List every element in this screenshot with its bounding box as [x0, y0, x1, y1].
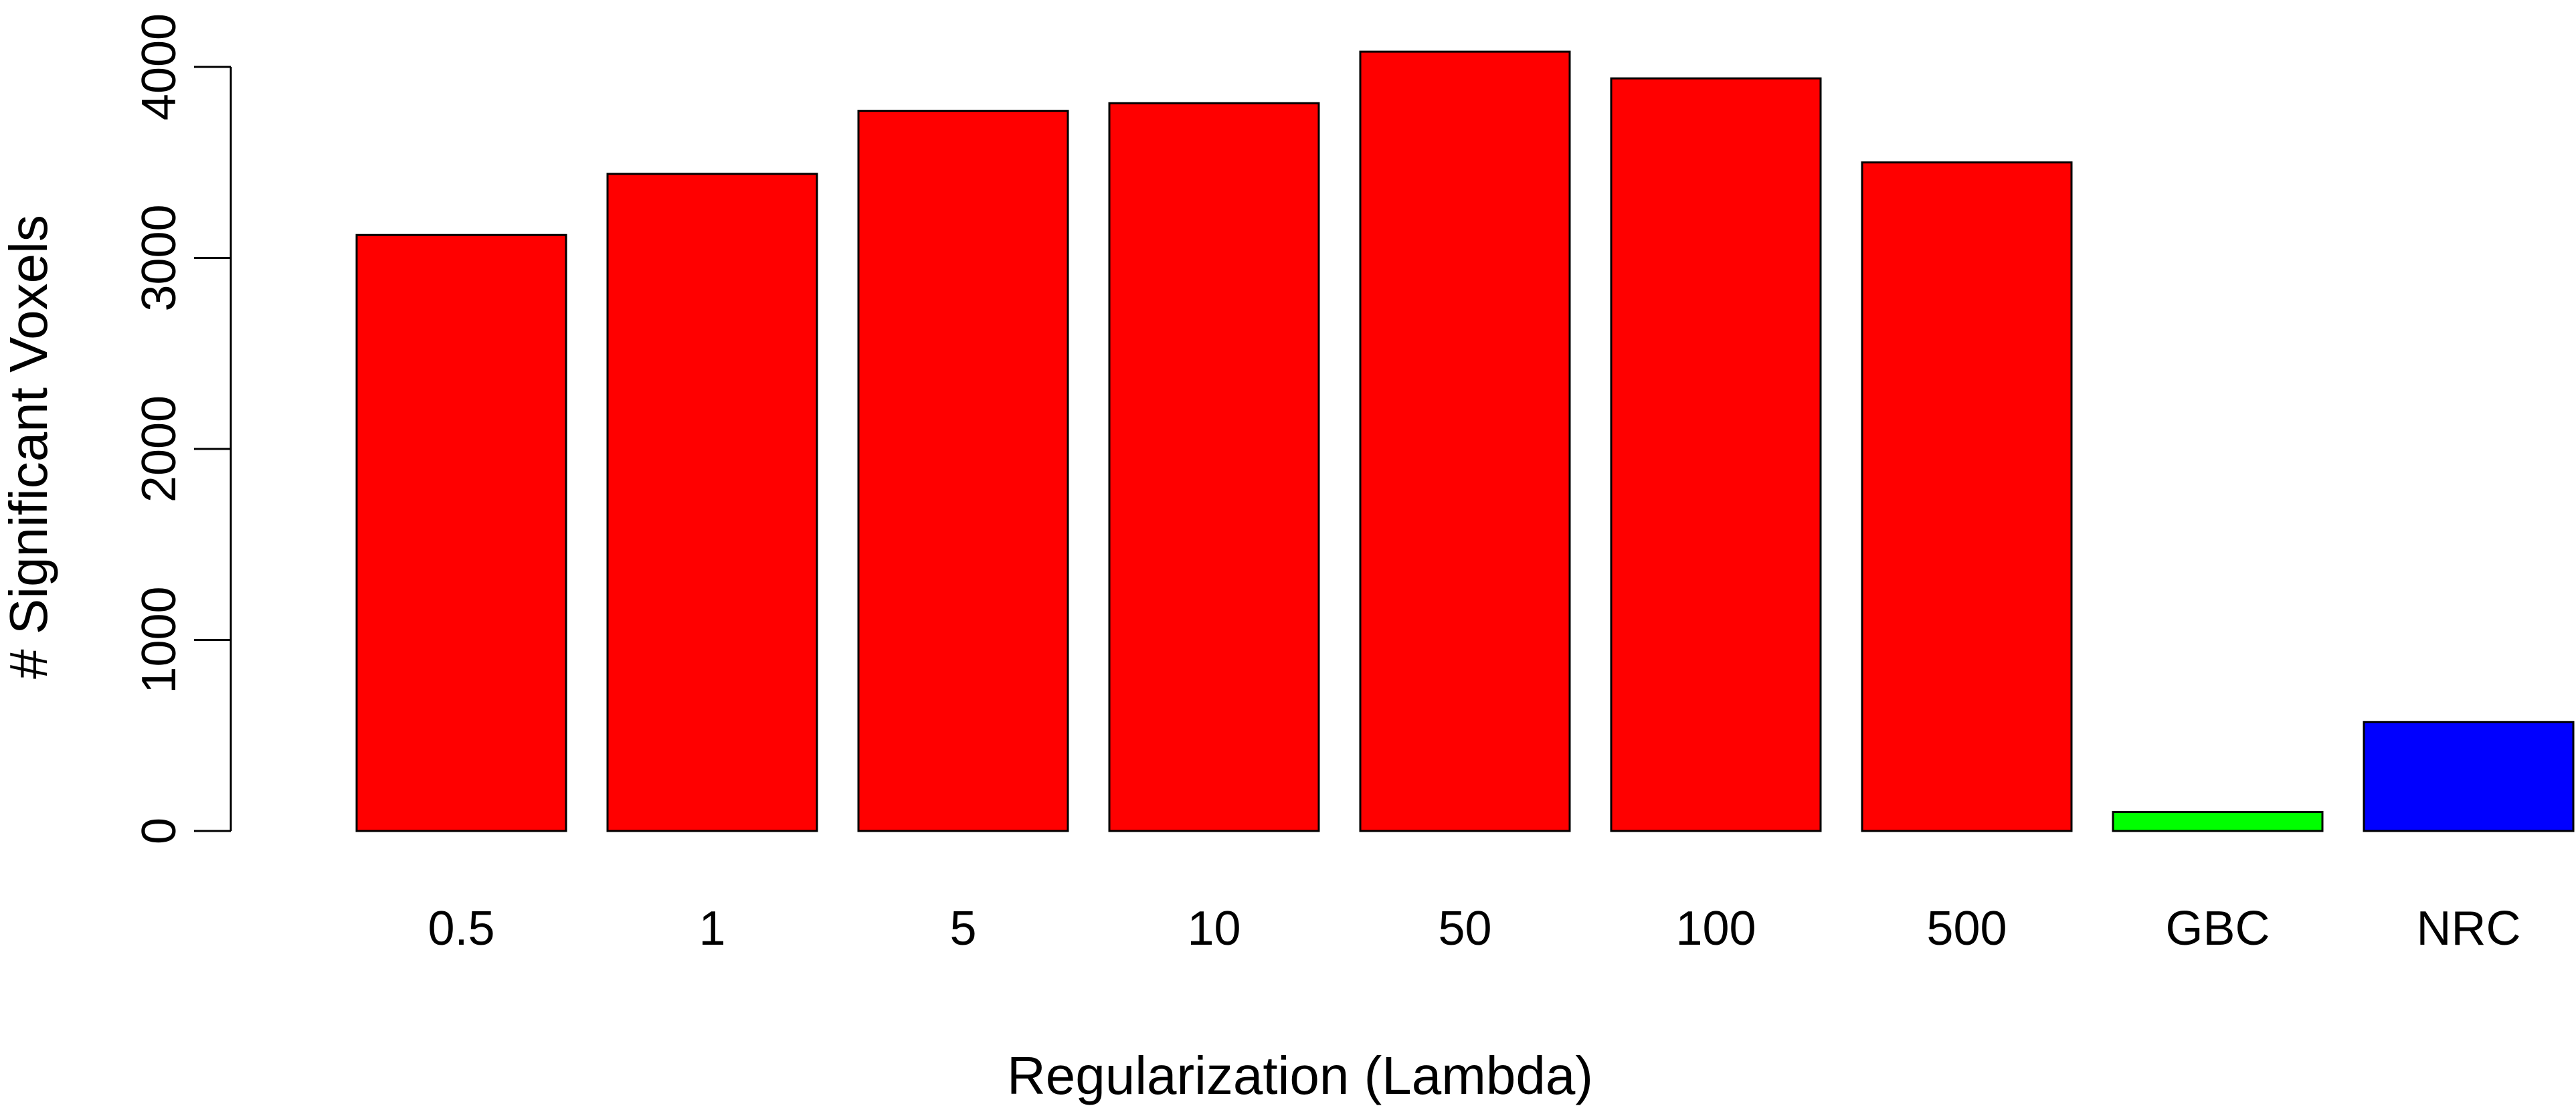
x-tick-label: 100	[1675, 902, 1756, 955]
x-tick-label: GBC	[2165, 902, 2270, 955]
y-tick-label: 3000	[132, 204, 186, 311]
bar-0-5	[355, 234, 567, 832]
y-tick-label: 2000	[132, 395, 186, 502]
y-axis: 0 1000 2000 3000 4000	[132, 13, 232, 844]
bar-500	[1861, 161, 2073, 832]
x-tick-label: 1	[699, 902, 725, 955]
bar-gbc	[2112, 810, 2324, 832]
bar-nrc	[2363, 721, 2575, 832]
x-tick-label: 5	[949, 902, 976, 955]
bar-100	[1610, 77, 1822, 832]
bar-1	[606, 173, 818, 832]
bar-10	[1108, 102, 1320, 832]
y-axis-title: # Significant Voxels	[0, 215, 58, 679]
x-axis-title: Regularization (Lambda)	[1007, 1046, 1593, 1105]
x-tick-label: 50	[1438, 902, 1491, 955]
y-tick-label: 1000	[132, 586, 186, 693]
x-tick-label: NRC	[2417, 902, 2521, 955]
x-tick-label: 0.5	[428, 902, 494, 955]
y-tick-label: 4000	[132, 13, 186, 120]
bar-5	[857, 110, 1069, 832]
bar-50	[1359, 50, 1571, 832]
x-tick-label: 10	[1187, 902, 1240, 955]
x-tick-label: 500	[1926, 902, 2007, 955]
y-tick-label: 0	[132, 818, 186, 844]
x-tick-labels: 0.5 1 5 10 50 100 500 GBC NRC	[428, 902, 2520, 955]
bars-group	[355, 50, 2575, 832]
